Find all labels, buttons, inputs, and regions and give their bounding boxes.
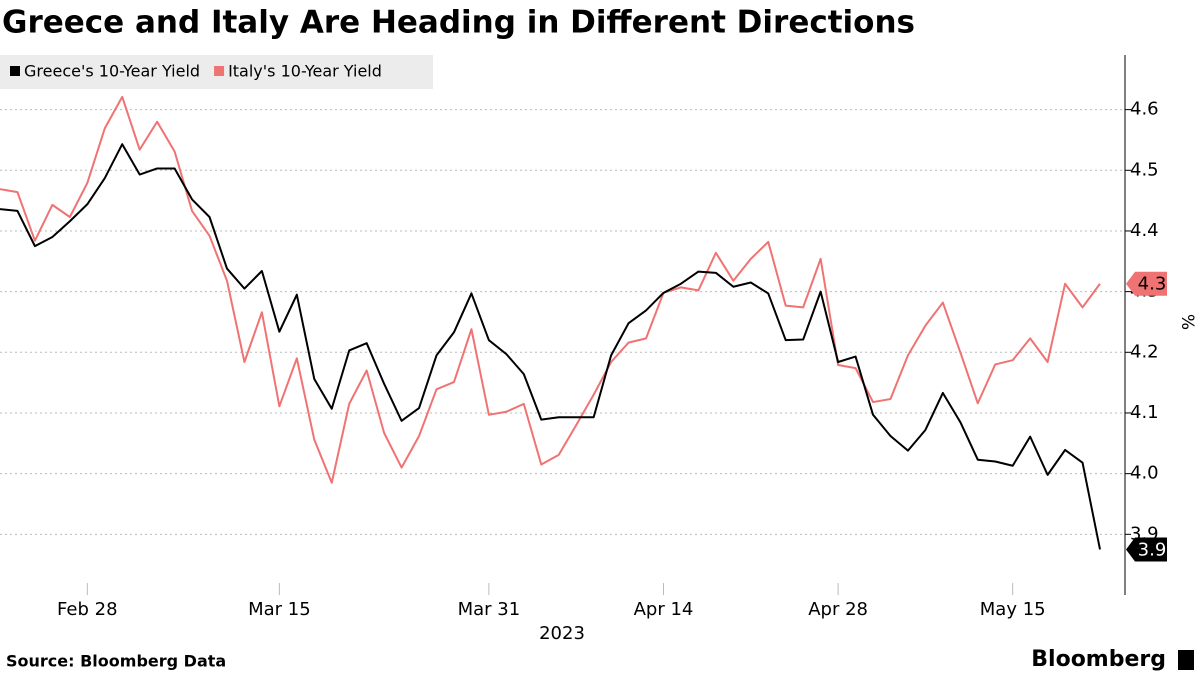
legend: Greece's 10-Year Yield Italy's 10-Year Yi… <box>0 55 433 89</box>
line-series <box>0 143 1101 550</box>
x-tick-label: Mar 15 <box>248 599 311 620</box>
last-value-box <box>1126 537 1167 562</box>
x-year-label: 2023 <box>539 623 585 644</box>
y-tick-label: 4.5 <box>1130 159 1159 180</box>
x-tick-label: Mar 31 <box>458 599 521 620</box>
last-value-text: 3.9 <box>1138 539 1167 560</box>
y-tick-label: 4.0 <box>1130 463 1159 484</box>
y-tick-label: 4.2 <box>1130 341 1159 362</box>
x-tick-label: Apr 14 <box>634 599 694 620</box>
last-value-text: 4.3 <box>1138 274 1167 295</box>
legend-swatch <box>214 66 225 76</box>
x-tick-label: May 15 <box>980 599 1046 620</box>
y-tick-label: 4.6 <box>1130 99 1159 120</box>
legend-label: Greece's 10-Year Yield <box>24 62 200 81</box>
legend-label: Italy's 10-Year Yield <box>228 62 382 81</box>
x-tick-label: Apr 28 <box>808 599 868 620</box>
last-value-label: 4.3 <box>1126 271 1167 296</box>
y-tick-label: 4.1 <box>1130 402 1159 423</box>
source: Source: Bloomberg Data <box>6 652 226 671</box>
chart-title: Greece and Italy Are Heading in Differen… <box>2 5 915 41</box>
x-tick-label: Feb 28 <box>57 599 118 620</box>
last-value-label: 3.9 <box>1126 537 1167 562</box>
legend-swatch <box>10 66 20 76</box>
last-value-box <box>1126 271 1167 296</box>
y-unit: % <box>1177 314 1197 330</box>
brand-icon <box>1178 650 1194 670</box>
line-series <box>0 95 1101 484</box>
brand: Bloomberg <box>1031 647 1166 672</box>
y-tick-label: 4.4 <box>1130 220 1159 241</box>
